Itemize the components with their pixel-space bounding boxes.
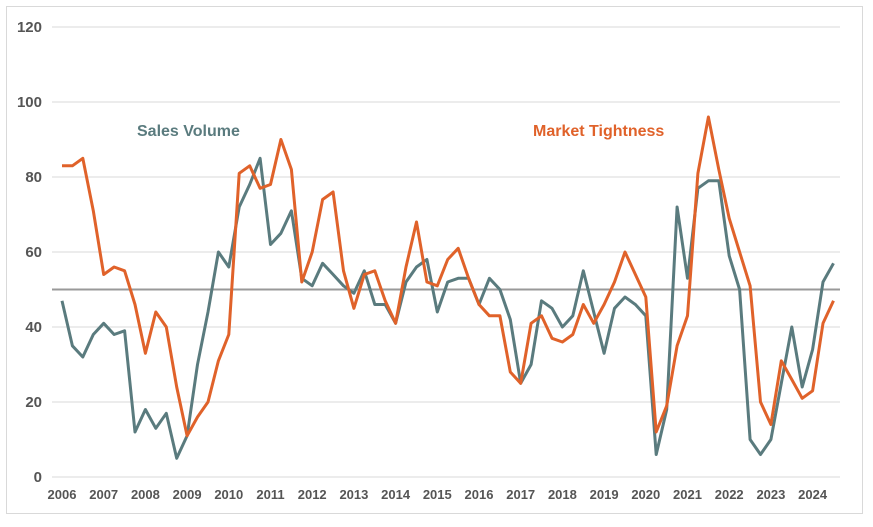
x-tick-label: 2010 (214, 487, 243, 502)
series-label-market-tightness: Market Tightness (533, 123, 664, 140)
series-lines (60, 115, 835, 460)
y-tick-label: 20 (25, 394, 42, 411)
x-tick-label: 2012 (298, 487, 327, 502)
x-tick-label: 2023 (756, 487, 785, 502)
x-tick-label: 2011 (256, 487, 284, 502)
x-tick-label: 2022 (715, 487, 744, 502)
x-tick-label: 2009 (173, 487, 202, 502)
x-tick-label: 2024 (798, 487, 828, 502)
x-tick-label: 2020 (631, 487, 660, 502)
y-tick-label: 80 (25, 169, 42, 186)
y-axis-ticks: 0 20 40 60 80 100 120 (17, 19, 42, 486)
x-tick-label: 2008 (131, 487, 160, 502)
x-tick-label: 2016 (465, 487, 494, 502)
series-line-market-tightness (62, 115, 835, 438)
x-axis-ticks: 2006 2007 2008 2009 2010 2011 2012 2013 2014 2015… (48, 487, 828, 502)
y-tick-label: 60 (25, 244, 42, 261)
y-tick-label: 0 (34, 469, 42, 486)
chart-frame (6, 6, 863, 514)
x-tick-label: 2019 (590, 487, 619, 502)
y-tick-label: 100 (17, 94, 42, 111)
x-tick-label: 2013 (339, 487, 368, 502)
series-line-sales-volume (60, 156, 835, 460)
x-tick-label: 2021 (673, 487, 702, 502)
y-tick-label: 120 (17, 19, 42, 36)
x-tick-label: 2006 (48, 487, 77, 502)
x-tick-label: 2018 (548, 487, 577, 502)
x-tick-label: 2017 (506, 487, 535, 502)
series-label-sales-volume: Sales Volume (137, 123, 240, 140)
y-tick-label: 40 (25, 319, 42, 336)
x-tick-label: 2014 (381, 487, 411, 502)
x-tick-label: 2007 (89, 487, 118, 502)
gridlines (52, 26, 840, 478)
x-tick-label: 2015 (423, 487, 452, 502)
